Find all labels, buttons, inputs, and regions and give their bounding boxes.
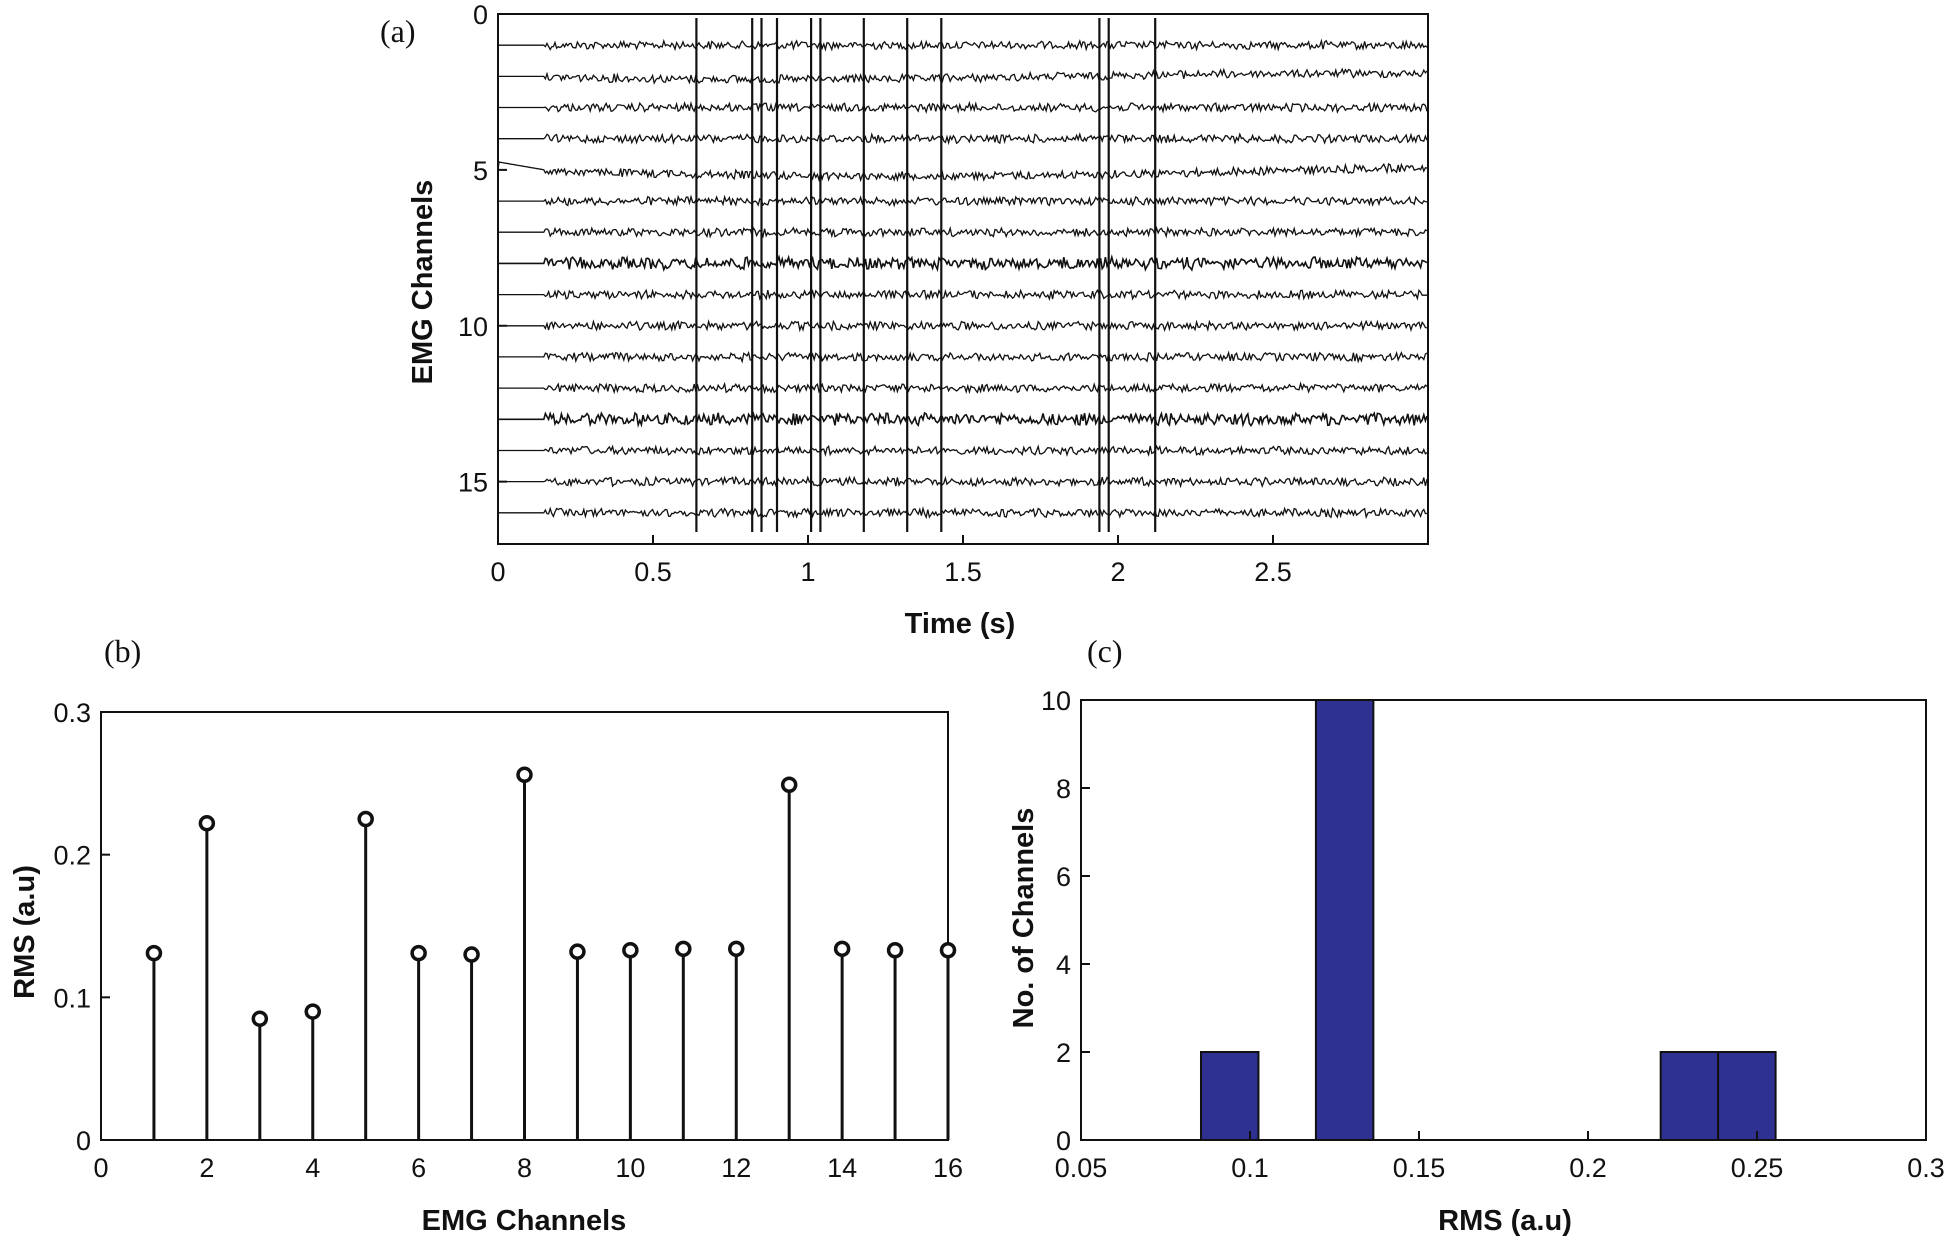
- emg-trace-channel-4: [498, 132, 1428, 146]
- stem-marker-channel-11: [675, 940, 692, 958]
- y-tick-label: 4: [1056, 950, 1071, 980]
- x-tick-label: 14: [827, 1153, 857, 1183]
- panel-a-y-axis-label: EMG Channels: [407, 180, 439, 385]
- panel-a-label: (a): [380, 13, 416, 49]
- panel-b-x-axis-label: EMG Channels: [422, 1205, 627, 1237]
- panel-b-y-axis-label: RMS (a.u): [9, 865, 41, 999]
- emg-trace-channel-3: [498, 100, 1428, 115]
- y-tick-label: 0: [1056, 1126, 1071, 1156]
- stem-marker-channel-5: [357, 810, 374, 828]
- panel-c-axes-frame: [1080, 699, 1927, 1141]
- emg-trace-channel-1: [498, 38, 1428, 52]
- x-tick-label: 8: [517, 1153, 532, 1183]
- stem-marker-channel-10: [622, 942, 639, 959]
- x-tick-label: 1.5: [944, 557, 982, 587]
- stem-marker-channel-4: [304, 1003, 321, 1020]
- y-tick-label: 0: [76, 1126, 91, 1156]
- emg-trace-channel-7: [498, 225, 1428, 239]
- x-tick-label: 4: [305, 1153, 320, 1183]
- x-tick-label: 0.2: [1569, 1153, 1607, 1183]
- y-tick-label: 6: [1056, 862, 1071, 892]
- stem-marker-channel-15: [886, 942, 904, 959]
- panel-c-y-ticks: 0 2 4 6 8 10: [1041, 686, 1090, 1156]
- x-tick-label: 0.15: [1393, 1153, 1446, 1183]
- panel-a-x-ticks: 0 0.5 1 1.5 2 2.5: [490, 535, 1292, 587]
- stem-marker-channel-16: [939, 942, 957, 959]
- emg-trace-channel-5: [497, 161, 1428, 183]
- x-tick-label: 0.05: [1055, 1153, 1108, 1183]
- panel-a-x-axis-label: Time (s): [905, 608, 1016, 640]
- emg-trace-channel-15: [498, 475, 1428, 489]
- y-tick-label: 15: [458, 468, 488, 498]
- y-tick-label: 5: [473, 156, 488, 186]
- histogram-bar-2: [1314, 699, 1375, 1141]
- histogram-bar-9: [1717, 1051, 1777, 1141]
- x-tick-label: 2.5: [1254, 557, 1292, 587]
- histogram-bar-0: [1199, 1051, 1260, 1141]
- y-tick-label: 2: [1056, 1038, 1071, 1068]
- emg-trace-channel-2: [498, 67, 1428, 85]
- stem-marker-channel-8: [516, 766, 533, 784]
- stem-marker-channel-14: [833, 940, 851, 958]
- panel-b-rms-stem: (b) 0 2 4 6 8 10 12 14 16 0 0.1 0.2 0.3 EMG Channel…: [9, 633, 963, 1237]
- panel-a-emg-traces: (a) 0 0.5 1 1.5 2 2.5 0 5 10 15 Time (s) EMG Cha…: [380, 0, 1429, 640]
- emg-trace-channel-8: [498, 254, 1428, 273]
- y-tick-label: 0.2: [53, 841, 91, 871]
- x-tick-label: 0.1: [1231, 1153, 1269, 1183]
- panel-b-y-ticks: 0 0.1 0.2 0.3: [53, 698, 110, 1156]
- stem-marker-channel-2: [198, 815, 216, 832]
- panel-b-x-ticks: 0 2 4 6 8 10 12 14 16: [93, 1131, 963, 1183]
- stem-marker-channel-3: [251, 1010, 269, 1027]
- emg-trace-channel-12: [498, 381, 1428, 395]
- emg-trace-channel-14: [498, 444, 1428, 458]
- panel-a-y-ticks: 0 5 10 15: [458, 0, 507, 498]
- emg-trace-channel-10: [498, 319, 1428, 333]
- emg-trace-channel-13: [498, 410, 1428, 428]
- x-tick-label: 12: [721, 1153, 751, 1183]
- y-tick-label: 0: [473, 0, 488, 30]
- x-tick-label: 6: [411, 1153, 426, 1183]
- panel-b-label: (b): [104, 633, 141, 669]
- x-tick-label: 1: [800, 557, 815, 587]
- y-tick-label: 10: [458, 312, 488, 342]
- x-tick-label: 16: [933, 1153, 963, 1183]
- histogram-bar-8: [1659, 1051, 1720, 1141]
- y-tick-label: 8: [1056, 774, 1071, 804]
- emg-trace-channel-9: [498, 288, 1427, 302]
- panel-c-x-ticks: 0.05 0.1 0.15 0.2 0.25 0.3: [1055, 1131, 1945, 1183]
- x-tick-label: 0.5: [634, 557, 672, 587]
- emg-trace-channel-16: [498, 506, 1427, 520]
- panel-c-rms-histogram: (c) 0.05 0.1 0.15 0.2 0.25 0.3 0 2 4 6 8 10 RMS (a…: [1008, 633, 1945, 1237]
- emg-trace-channel-11: [498, 350, 1428, 364]
- panel-c-label: (c): [1087, 633, 1123, 669]
- stem-marker-channel-1: [145, 944, 163, 962]
- panel-c-x-axis-label: RMS (a.u): [1438, 1205, 1572, 1237]
- y-tick-label: 10: [1041, 686, 1071, 716]
- x-tick-label: 2: [199, 1153, 214, 1183]
- x-tick-label: 0.3: [1907, 1153, 1945, 1183]
- emg-trace-channel-6: [498, 194, 1428, 208]
- stem-marker-channel-7: [463, 946, 480, 963]
- rms-stems: [145, 766, 957, 1140]
- x-tick-label: 0.25: [1731, 1153, 1784, 1183]
- x-tick-label: 0: [490, 557, 505, 587]
- emg-traces: [497, 18, 1428, 532]
- y-tick-label: 0.1: [53, 983, 91, 1013]
- x-tick-label: 0: [93, 1153, 108, 1183]
- panel-c-y-axis-label: No. of Channels: [1008, 808, 1040, 1029]
- stem-marker-channel-13: [780, 776, 798, 794]
- y-tick-label: 0.3: [53, 698, 91, 728]
- stem-marker-channel-9: [569, 943, 586, 960]
- x-tick-label: 2: [1110, 557, 1125, 587]
- stem-marker-channel-6: [410, 944, 427, 962]
- stem-marker-channel-12: [728, 940, 745, 958]
- x-tick-label: 10: [615, 1153, 645, 1183]
